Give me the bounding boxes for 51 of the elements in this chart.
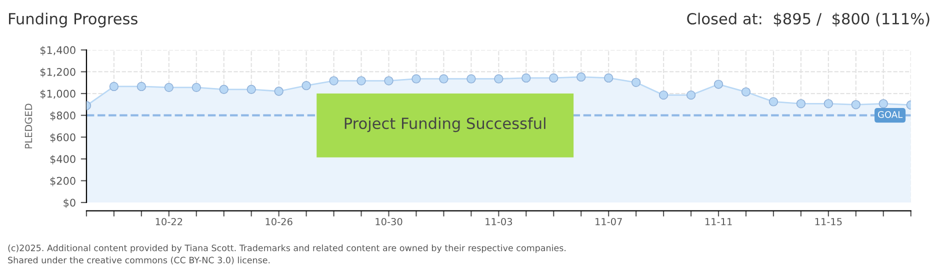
- y-tick-label: $1,200: [40, 68, 76, 78]
- point: [356, 76, 366, 86]
- y-tick-label: $1,400: [40, 46, 76, 56]
- x-tick-label: 11-11: [705, 218, 732, 226]
- ref-line-label: GOAL: [878, 111, 903, 118]
- y-tick-label: $800: [50, 111, 76, 121]
- y-tick-label: $200: [50, 176, 76, 186]
- y-tick-label: $400: [50, 154, 76, 164]
- point: [246, 84, 256, 94]
- chart-title: Funding Progress: [9, 12, 138, 28]
- point: [851, 100, 860, 110]
- annotation: Project Funding Successful: [344, 117, 546, 132]
- y-tick-label: $600: [50, 133, 76, 143]
- point: [576, 72, 586, 82]
- point: [631, 78, 641, 88]
- point: [604, 73, 614, 83]
- text: Shared under the creative commons (CC BY-NC 3.0) license.: [8, 256, 270, 264]
- point: [549, 73, 558, 83]
- point: [302, 80, 311, 90]
- point: [658, 90, 668, 100]
- point: [109, 82, 119, 92]
- x-tick-label: 10-22: [156, 218, 182, 226]
- text: (c)2025. Additional content provided by Tiana Scott. Trademarks and related content are owned by their respective companies.: [8, 244, 566, 253]
- x-tick-label: 11-07: [596, 218, 622, 226]
- x-tick-label: 11-03: [486, 218, 512, 226]
- point: [164, 82, 174, 92]
- point: [466, 74, 476, 84]
- point: [741, 87, 751, 96]
- point: [384, 76, 394, 86]
- point: [439, 74, 448, 84]
- chart-subtitle: Closed at: $895 / $800 (111%): [687, 12, 930, 27]
- point: [824, 99, 834, 108]
- point: [136, 82, 146, 92]
- point: [878, 99, 888, 108]
- x-tick-label: 11-15: [815, 218, 842, 226]
- point: [412, 74, 421, 84]
- point: [522, 73, 531, 83]
- point: [686, 90, 696, 100]
- point: [494, 74, 504, 84]
- point: [714, 80, 724, 89]
- point: [219, 84, 228, 94]
- point: [768, 97, 778, 106]
- x-tick-label: 10-30: [376, 218, 402, 226]
- y-tick-label: $1,000: [40, 90, 76, 100]
- point: [274, 86, 284, 96]
- y-tick-label: $0: [64, 198, 76, 208]
- x-tick-label: 10-26: [266, 218, 292, 226]
- point: [192, 82, 201, 92]
- y-axis-title: PLEDGED: [24, 104, 32, 148]
- point: [796, 99, 806, 108]
- point: [329, 76, 338, 86]
